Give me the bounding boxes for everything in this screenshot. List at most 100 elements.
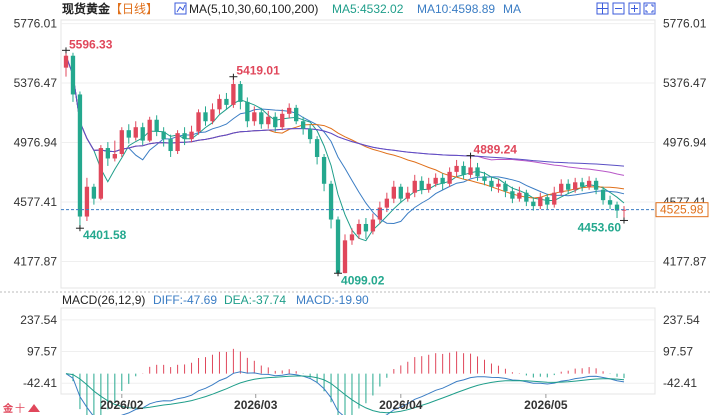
candle-body — [342, 240, 348, 274]
ma100-line — [65, 55, 625, 167]
macd-tick-left: 97.57 — [27, 345, 57, 359]
candle-body — [468, 167, 473, 175]
y-tick-right: 4177.87 — [663, 255, 707, 269]
candle-body — [77, 94, 83, 217]
candle-body — [307, 128, 313, 140]
macd-grid — [61, 319, 655, 384]
candle-body — [489, 180, 494, 187]
y-tick-left: 5776.01 — [14, 17, 58, 31]
candle-body — [287, 107, 292, 114]
macd-dea: DEA:-37.74 — [224, 293, 286, 307]
candle-body — [321, 156, 327, 184]
y-tick-left: 5376.47 — [14, 76, 58, 90]
annotation-label: 5419.01 — [236, 64, 280, 78]
macd-tick-right: -42.41 — [663, 376, 697, 390]
candle-body — [433, 177, 438, 184]
candle-body — [259, 112, 264, 125]
candle-body — [377, 207, 383, 220]
candle-body — [391, 186, 396, 199]
candle-body — [335, 219, 341, 274]
candle-body — [133, 127, 138, 138]
candle-body — [593, 180, 599, 190]
ma-settings-icon[interactable] — [174, 2, 187, 15]
candle-body — [559, 183, 564, 193]
macd-tick-left: -42.41 — [23, 376, 57, 390]
macd-y-axis: 237.54 237.54 97.57 97.57 -42.41 -42.41 — [20, 313, 700, 390]
candle-body — [475, 167, 480, 177]
candle-body — [524, 192, 529, 202]
candle-body — [384, 198, 390, 208]
candle-body — [112, 154, 117, 159]
candle-body — [252, 112, 257, 122]
candle-body — [119, 130, 124, 154]
y-tick-right: 5376.47 — [663, 76, 707, 90]
ma5-line — [65, 55, 625, 242]
candle-body — [189, 131, 194, 140]
macd-lines — [65, 371, 625, 415]
candle-body — [273, 116, 278, 128]
svg-text:金: 金 — [2, 402, 14, 415]
candle-body — [280, 113, 285, 128]
annotation-label: 4889.24 — [474, 143, 518, 157]
candle-body — [238, 84, 243, 102]
x-tick-label: 2026/02 — [100, 398, 144, 412]
y-tick-right: 4976.94 — [663, 136, 707, 150]
candle-body — [349, 234, 355, 241]
candle-body — [175, 133, 180, 152]
candle-body — [412, 180, 417, 193]
candle-body — [356, 223, 362, 235]
zoom-out-icon[interactable] — [612, 2, 625, 15]
brand-logo: 金 十 — [0, 399, 46, 415]
candle-body — [370, 219, 376, 232]
candle-body — [182, 133, 187, 140]
y-tick-left: 4177.87 — [14, 255, 58, 269]
candle-body — [98, 148, 104, 199]
candle-body — [405, 192, 410, 199]
candle-body — [168, 139, 173, 152]
ma10-value: MA10:4598.89 — [417, 2, 495, 16]
y-tick-left: 4577.41 — [14, 195, 58, 209]
candle-body — [447, 171, 452, 184]
candle-body — [84, 186, 90, 217]
candlestick-series — [63, 50, 627, 274]
candle-body — [510, 191, 515, 199]
candle-body — [579, 182, 585, 187]
candle-body — [217, 98, 222, 110]
macd-dea-line — [65, 373, 625, 414]
ma-label: MA(5,10,30,60,100,200) — [189, 2, 318, 16]
candle-body — [231, 84, 236, 105]
candle-body — [573, 182, 578, 190]
svg-text:十: 十 — [15, 402, 25, 415]
candle-body — [196, 112, 201, 132]
x-tick-label: 2026/04 — [379, 398, 423, 412]
candle-body — [614, 204, 620, 211]
current-price-value: 4525.98 — [660, 203, 704, 217]
candle-body — [600, 189, 606, 201]
x-tick-label: 2026/05 — [524, 398, 568, 412]
x-tick-label: 2026/03 — [234, 398, 278, 412]
candle-body — [105, 148, 111, 159]
candle-body — [566, 183, 571, 190]
moving-average-lines — [65, 55, 625, 242]
crosshair-icon[interactable] — [596, 2, 609, 15]
candle-body — [147, 119, 152, 141]
macd-tick-left: 237.54 — [20, 313, 57, 327]
annotation-label: 4401.58 — [83, 228, 127, 242]
candle-body — [496, 183, 501, 187]
candle-body — [461, 165, 466, 175]
candle-body — [517, 192, 522, 199]
macd-histogram — [72, 348, 625, 415]
period-label[interactable]: 【日线】 — [110, 2, 158, 16]
candle-body — [552, 192, 557, 205]
candle-body — [203, 112, 208, 122]
annotation-label: 5596.33 — [69, 37, 113, 51]
candle-body — [154, 119, 159, 132]
candle-body — [126, 130, 131, 138]
y-axis-left: 5776.01 5376.47 4976.94 4577.41 4177.87 — [14, 17, 58, 269]
candle-body — [161, 131, 166, 140]
fullscreen-icon[interactable] — [643, 2, 656, 15]
candle-body — [482, 176, 487, 181]
candle-body — [363, 223, 369, 232]
zoom-in-icon[interactable] — [628, 2, 641, 15]
